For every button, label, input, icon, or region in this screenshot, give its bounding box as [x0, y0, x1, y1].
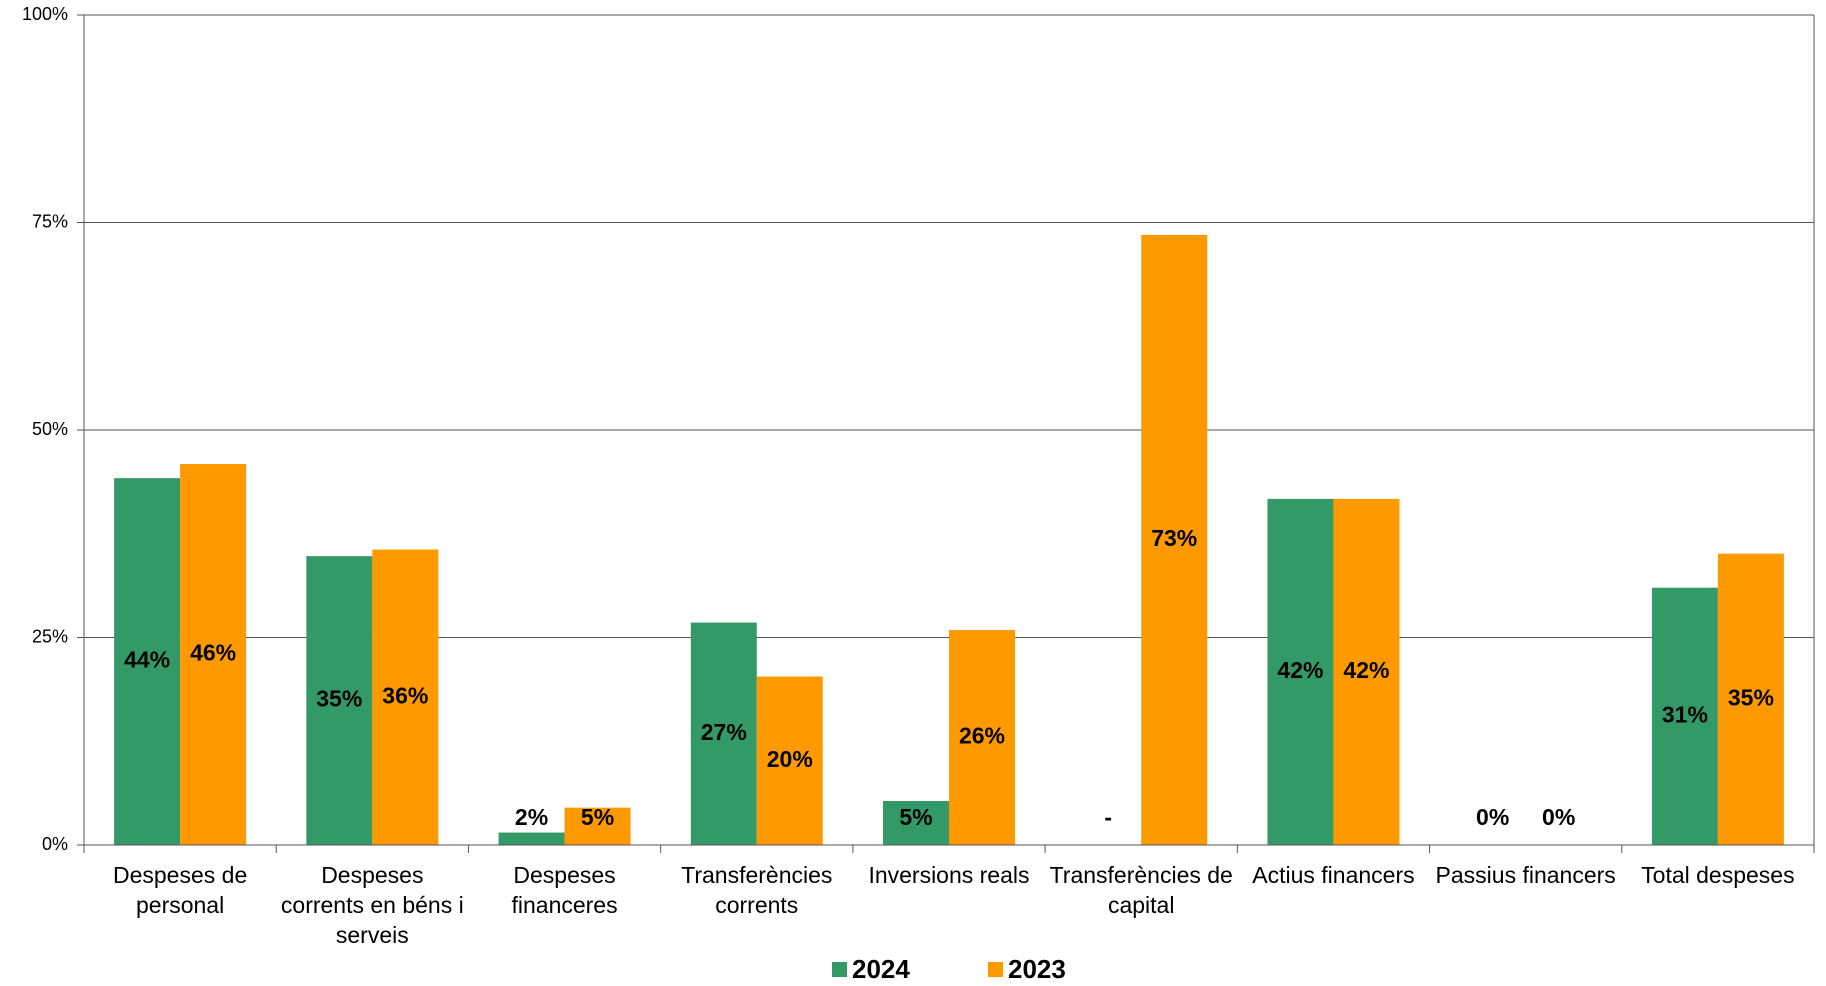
x-tick-label: Despeses de personal: [112, 862, 248, 918]
bar: [372, 549, 439, 845]
x-tick-label: Passius financers: [1435, 862, 1616, 888]
legend-swatch: [988, 962, 1003, 977]
x-tick-label: Total despeses: [1641, 862, 1795, 888]
data-label: 35%: [316, 686, 362, 712]
bar: [306, 556, 373, 845]
y-tick-label: 0%: [42, 834, 68, 854]
bar: [690, 622, 757, 845]
data-label: 46%: [190, 640, 236, 666]
data-label: 26%: [959, 723, 1005, 749]
legend-label: 2023: [1008, 954, 1066, 984]
x-tick-label: Actius financers: [1252, 862, 1415, 888]
data-label: 35%: [1728, 684, 1774, 710]
legend-swatch: [832, 962, 847, 977]
x-tick-label: Inversions reals: [868, 862, 1030, 888]
data-label: 20%: [767, 746, 813, 772]
bar: [883, 801, 949, 845]
bar: [1141, 234, 1208, 845]
data-label: 73%: [1151, 525, 1197, 551]
data-label: 2%: [515, 804, 548, 830]
y-tick-label: 50%: [32, 419, 68, 439]
x-tick-label: Despeses corrents en béns i serveis: [280, 862, 464, 948]
bar: [1333, 498, 1400, 845]
x-tick-label: Transferències de capital: [1049, 862, 1233, 918]
y-tick-label: 100%: [22, 4, 68, 24]
data-label: 0%: [1542, 804, 1575, 830]
bar: [949, 630, 1015, 845]
data-label: 42%: [1277, 657, 1323, 683]
data-label: -: [1104, 804, 1112, 830]
data-label: 5%: [899, 804, 932, 830]
data-label: 5%: [581, 804, 614, 830]
y-tick-label: 75%: [32, 211, 68, 231]
data-label: 36%: [382, 682, 428, 708]
data-label: 44%: [124, 647, 170, 673]
bar: [1717, 553, 1784, 845]
bar: [1267, 498, 1334, 845]
bar: [756, 676, 823, 845]
bar: [498, 832, 565, 845]
bar: [180, 464, 247, 845]
bar: [114, 478, 181, 845]
data-label: 27%: [701, 719, 747, 745]
bar: [564, 807, 631, 845]
x-tick-label: Despeses financeres: [511, 862, 618, 918]
x-tick-label: Transferències corrents: [681, 862, 833, 918]
legend-label: 2024: [852, 954, 910, 984]
data-label: 0%: [1476, 804, 1509, 830]
data-label: 31%: [1662, 701, 1708, 727]
bar: [1651, 587, 1718, 845]
data-label: 42%: [1343, 657, 1389, 683]
y-tick-label: 25%: [32, 626, 68, 646]
